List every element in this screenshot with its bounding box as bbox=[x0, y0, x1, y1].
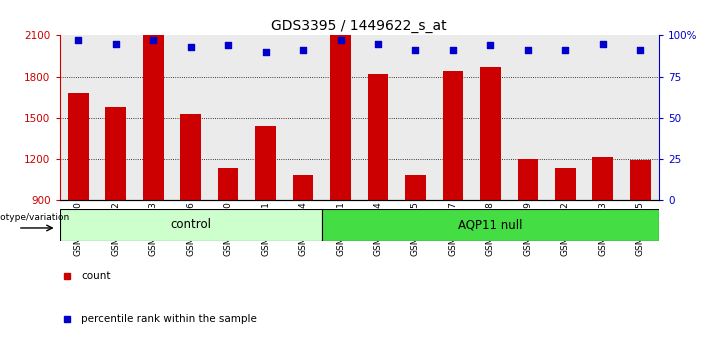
Bar bbox=[555, 169, 576, 200]
Text: control: control bbox=[170, 218, 211, 231]
Bar bbox=[480, 67, 501, 200]
Point bbox=[522, 47, 533, 53]
Point bbox=[597, 41, 608, 46]
Bar bbox=[180, 114, 201, 200]
Point bbox=[372, 41, 383, 46]
Point bbox=[260, 49, 271, 55]
Bar bbox=[517, 159, 538, 200]
Bar bbox=[143, 35, 163, 200]
Bar bbox=[630, 160, 651, 200]
Text: count: count bbox=[81, 270, 111, 281]
Text: percentile rank within the sample: percentile rank within the sample bbox=[81, 314, 257, 324]
Bar bbox=[218, 169, 238, 200]
Bar bbox=[442, 71, 463, 200]
Title: GDS3395 / 1449622_s_at: GDS3395 / 1449622_s_at bbox=[271, 19, 447, 33]
Point bbox=[185, 44, 196, 50]
Bar bbox=[330, 35, 350, 200]
Bar bbox=[405, 175, 426, 200]
Point bbox=[634, 47, 646, 53]
Point bbox=[410, 47, 421, 53]
Point bbox=[222, 42, 233, 48]
Text: AQP11 null: AQP11 null bbox=[458, 218, 523, 231]
Point bbox=[485, 42, 496, 48]
Point bbox=[559, 47, 571, 53]
Bar bbox=[293, 175, 313, 200]
Bar bbox=[60, 209, 322, 241]
Point bbox=[335, 38, 346, 43]
Point bbox=[297, 47, 308, 53]
Point bbox=[110, 41, 121, 46]
Bar bbox=[592, 158, 613, 200]
Bar bbox=[255, 126, 276, 200]
Point bbox=[148, 38, 159, 43]
Bar bbox=[105, 107, 126, 200]
Bar bbox=[322, 209, 659, 241]
Point bbox=[447, 47, 458, 53]
Bar bbox=[368, 74, 388, 200]
Point bbox=[73, 38, 84, 43]
Text: genotype/variation: genotype/variation bbox=[0, 213, 70, 222]
Bar bbox=[68, 93, 88, 200]
